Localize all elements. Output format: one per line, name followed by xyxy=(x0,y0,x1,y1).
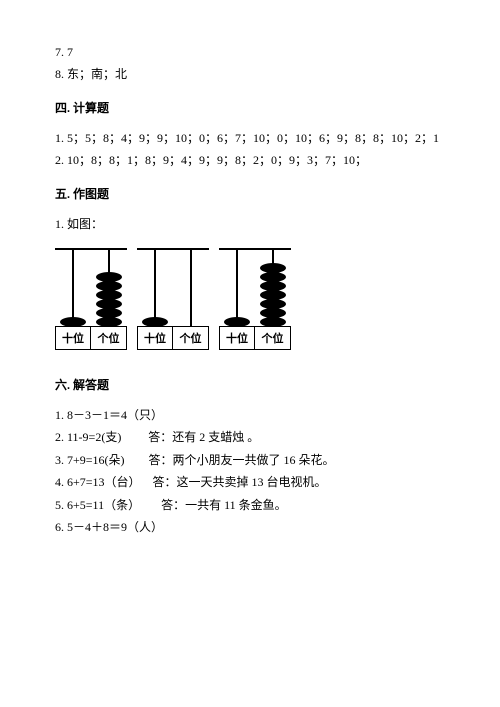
abacus-label-row: 十位个位 xyxy=(55,326,127,350)
abacus-rods xyxy=(219,250,291,326)
rod-line xyxy=(154,250,156,326)
label-ones: 个位 xyxy=(255,326,291,350)
rod-tens xyxy=(137,250,173,326)
bead xyxy=(60,317,86,327)
answer-item-5: 5. 6+5=11（条） 答：一共有 11 条金鱼。 xyxy=(55,495,445,515)
abacus-figure: 十位个位十位个位十位个位 xyxy=(55,248,445,350)
bead xyxy=(224,317,250,327)
abacus-rods xyxy=(55,250,127,326)
abacus-rods xyxy=(137,250,209,326)
rod-line xyxy=(72,250,74,326)
rod-line xyxy=(190,250,192,326)
abacus-label-row: 十位个位 xyxy=(219,326,291,350)
answer-item-3: 3. 7+9=16(朵) 答：两个小朋友一共做了 16 朵花。 xyxy=(55,450,445,470)
section-6-heading: 六. 解答题 xyxy=(55,376,445,393)
answer-item-2: 2. 11-9=2(支) 答：还有 2 支蜡烛 。 xyxy=(55,427,445,447)
calc-line-1: 1. 5；5；8；4；9；9；10；0；6；7；10；0；10；6；9；8；8；… xyxy=(55,128,445,148)
label-tens: 十位 xyxy=(55,326,91,350)
abacus-3: 十位个位 xyxy=(219,248,291,350)
section-4-heading: 四. 计算题 xyxy=(55,99,445,116)
abacus-1: 十位个位 xyxy=(55,248,127,350)
section-5-heading: 五. 作图题 xyxy=(55,185,445,202)
answer-item-1: 1. 8－3－1＝4（只） xyxy=(55,405,445,425)
bead xyxy=(260,317,286,327)
bead xyxy=(142,317,168,327)
label-ones: 个位 xyxy=(173,326,209,350)
section-6-answers: 1. 8－3－1＝4（只）2. 11-9=2(支) 答：还有 2 支蜡烛 。 3.… xyxy=(55,405,445,537)
answer-item-6: 6. 5－4＋8＝9（人） xyxy=(55,517,445,537)
drawing-line-1: 1. 如图： xyxy=(55,214,445,234)
bead xyxy=(96,317,122,327)
label-tens: 十位 xyxy=(219,326,255,350)
rod-ones xyxy=(173,250,209,326)
label-tens: 十位 xyxy=(137,326,173,350)
answer-8: 8. 东；南；北 xyxy=(55,64,445,84)
rod-tens xyxy=(219,250,255,326)
rod-line xyxy=(236,250,238,326)
rod-ones xyxy=(91,250,127,326)
answer-7: 7. 7 xyxy=(55,42,445,62)
abacus-2: 十位个位 xyxy=(137,248,209,350)
label-ones: 个位 xyxy=(91,326,127,350)
rod-tens xyxy=(55,250,91,326)
abacus-label-row: 十位个位 xyxy=(137,326,209,350)
calc-line-2: 2. 10；8；8；1；8；9；4；9；9；8；2；0；9；3；7；10； xyxy=(55,150,445,170)
rod-ones xyxy=(255,250,291,326)
answer-item-4: 4. 6+7=13（台） 答：这一天共卖掉 13 台电视机。 xyxy=(55,472,445,492)
